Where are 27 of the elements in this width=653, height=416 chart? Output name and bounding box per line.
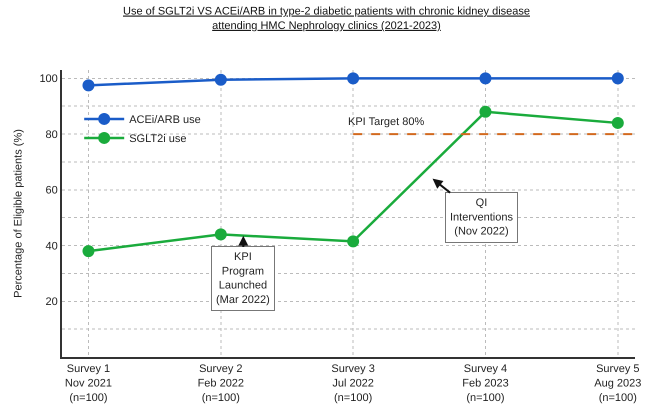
y-tick-label: 40 [46,240,58,252]
point [612,116,624,129]
x-tick-label: Survey 1 Nov 2021 (n=100) [64,363,112,404]
point [214,228,227,240]
legend-label: SGLT2i use [129,133,186,146]
annotation: QI Interventions (Nov 2022) [450,197,514,238]
annotation: KPI Program Launched (Mar 2022) [216,251,270,306]
point [347,72,360,84]
point [82,245,94,258]
x-tick-label: Survey 3 Jul 2022 (n=100) [331,363,375,404]
y-tick-label: 80 [46,128,58,141]
ref-line-label: KPI Target 80% [348,116,424,128]
point [347,235,360,248]
x-tick-label: Survey 5 Aug 2023 (n=100) [594,363,642,404]
legend-label: ACEi/ARB use [129,114,201,126]
point [214,74,227,86]
chart-title: Use of SGLT2i VS ACEi/ARB in type-2 diabetic patients with chronic kidney disease attending HMC Nephrology clinics (2021-2023) [123,6,530,32]
point [479,106,492,118]
x-tick-label: Survey 4 Feb 2023 (n=100) [462,363,509,404]
x-tick-label: Survey 2 Feb 2022 (n=100) [198,363,244,404]
y-tick-label: 100 [39,73,58,86]
point [82,79,94,92]
y-tick-label: 60 [46,184,58,197]
point [612,72,624,84]
y-tick-label: 20 [46,296,58,308]
point [479,72,492,84]
y-axis-title: Percentage of Eligible patients (%) [12,129,25,298]
